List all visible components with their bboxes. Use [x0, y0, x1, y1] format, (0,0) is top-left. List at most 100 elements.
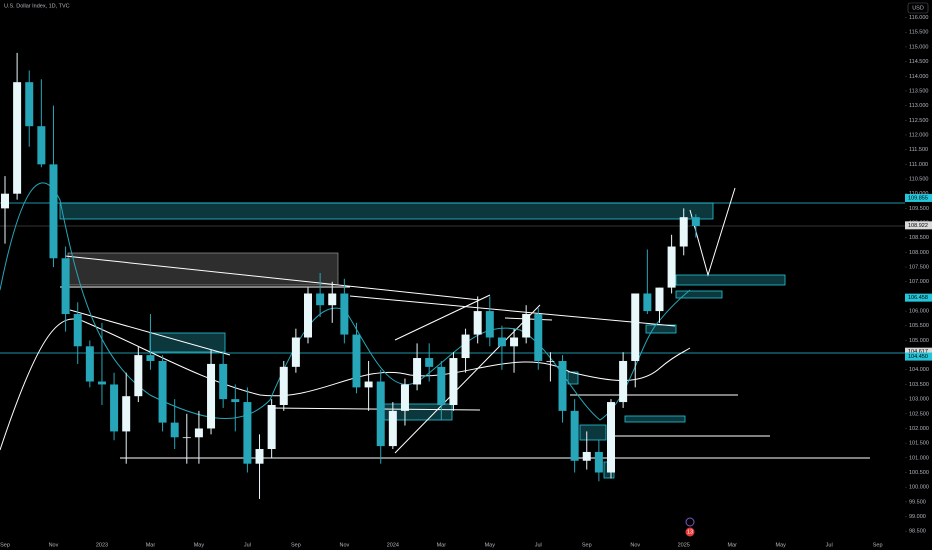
candle-body [37, 126, 46, 165]
price-label: 109.855 [908, 195, 928, 201]
candle-body [631, 293, 640, 361]
y-tick-label: 106.000 [909, 309, 929, 315]
candle-body [400, 384, 409, 411]
zone [579, 424, 607, 441]
candle-body [437, 366, 446, 405]
x-tick-label: Sep [0, 542, 10, 548]
y-tick-label: 99.500 [909, 499, 926, 505]
candle-body [340, 293, 349, 335]
y-tick-label: 116.000 [909, 15, 928, 21]
candle-body [219, 363, 228, 400]
price-label: 108.922 [908, 223, 928, 229]
x-tick-label: Nov [339, 542, 349, 548]
chart-title: U.S. Dollar Index, 1D, TVC [4, 3, 70, 9]
y-tick-label: 112.500 [909, 118, 928, 124]
candle-body [425, 358, 434, 367]
currency: USD [912, 5, 924, 11]
x-tick-label: Mar [146, 542, 156, 548]
price-label-box [905, 352, 932, 361]
candle-body [13, 82, 22, 194]
candle-body [352, 334, 361, 388]
candle-body [25, 82, 34, 127]
drawings [0, 182, 905, 479]
y-tick-label: 103.500 [909, 382, 929, 388]
candle-body [522, 314, 531, 338]
y-tick-label: 98.500 [909, 529, 926, 535]
candle-body [619, 360, 628, 403]
y-tick-label: 115.000 [909, 44, 928, 50]
y-tick-label: 103.000 [909, 397, 929, 403]
candle-body [546, 360, 555, 362]
candle-body [667, 246, 676, 288]
x-tick-label: Mar [437, 542, 447, 548]
event-icon[interactable] [685, 517, 695, 527]
zone [645, 324, 677, 334]
currency-box [907, 2, 929, 14]
x-tick-label: Jul [535, 542, 542, 548]
candle-body [255, 449, 264, 464]
price-axis [905, 0, 932, 550]
y-tick-label: 109.500 [909, 206, 929, 212]
candle-body [231, 399, 240, 403]
zone [624, 415, 686, 423]
candle-body [122, 396, 131, 432]
candle-body [582, 451, 591, 461]
price-label-box [905, 193, 932, 202]
candle-body [570, 410, 579, 461]
candle-body [279, 366, 288, 405]
y-tick-label: 108.500 [909, 235, 929, 241]
x-tick-label: Sep [873, 542, 883, 548]
y-tick-label: 115.500 [909, 30, 928, 36]
y-tick-label: 107.000 [909, 279, 929, 285]
trend-line [269, 407, 481, 411]
trend-line [394, 294, 491, 341]
price-label: 104.450 [908, 354, 928, 360]
candle-body [134, 355, 143, 397]
zone [59, 202, 714, 220]
y-tick-label: 99.000 [909, 514, 926, 520]
candle-body [473, 311, 482, 335]
y-tick-label: 113.500 [909, 88, 928, 94]
y-tick-label: 101.500 [909, 441, 929, 447]
y-tick-label: 114.000 [909, 74, 928, 80]
x-tick-label: 2023 [96, 542, 108, 548]
candle-body [194, 428, 203, 438]
candle-body [243, 402, 252, 464]
price-label: 106.458 [908, 295, 928, 301]
candle-body [170, 422, 179, 438]
candle-body [291, 337, 300, 367]
y-tick-label: 101.000 [909, 455, 929, 461]
badge[interactable] [685, 527, 695, 537]
candle-body [85, 346, 94, 382]
candle-body [207, 363, 216, 429]
zone [675, 290, 723, 299]
x-tick-label: May [775, 542, 786, 548]
price-label-box [905, 221, 932, 230]
y-tick-label: 102.500 [909, 411, 929, 417]
candle-body [364, 381, 373, 388]
y-tick-label: 100.500 [909, 470, 929, 476]
candle-body [558, 360, 567, 411]
price-label-box [905, 293, 932, 302]
zone [567, 371, 579, 385]
candle-body [497, 337, 506, 347]
candle-body [328, 293, 337, 306]
candle-body [110, 384, 119, 432]
x-tick-label: Jul [826, 542, 833, 548]
trend-line [64, 255, 481, 301]
x-tick-label: Nov [49, 542, 59, 548]
x-tick-label: Nov [630, 542, 640, 548]
candle-body [655, 287, 664, 312]
y-tick-label: 105.000 [909, 338, 929, 344]
y-tick-label: 113.000 [909, 103, 928, 109]
candle-body [376, 381, 385, 447]
y-tick-label: 107.500 [909, 265, 929, 271]
x-tick-label: May [485, 542, 496, 548]
x-tick-label: Mar [727, 542, 737, 548]
candle-body [449, 358, 458, 405]
candle-body [49, 164, 58, 259]
y-tick-label: 102.000 [909, 426, 929, 432]
candle-body [304, 293, 312, 338]
x-tick-label: Sep [291, 542, 301, 548]
